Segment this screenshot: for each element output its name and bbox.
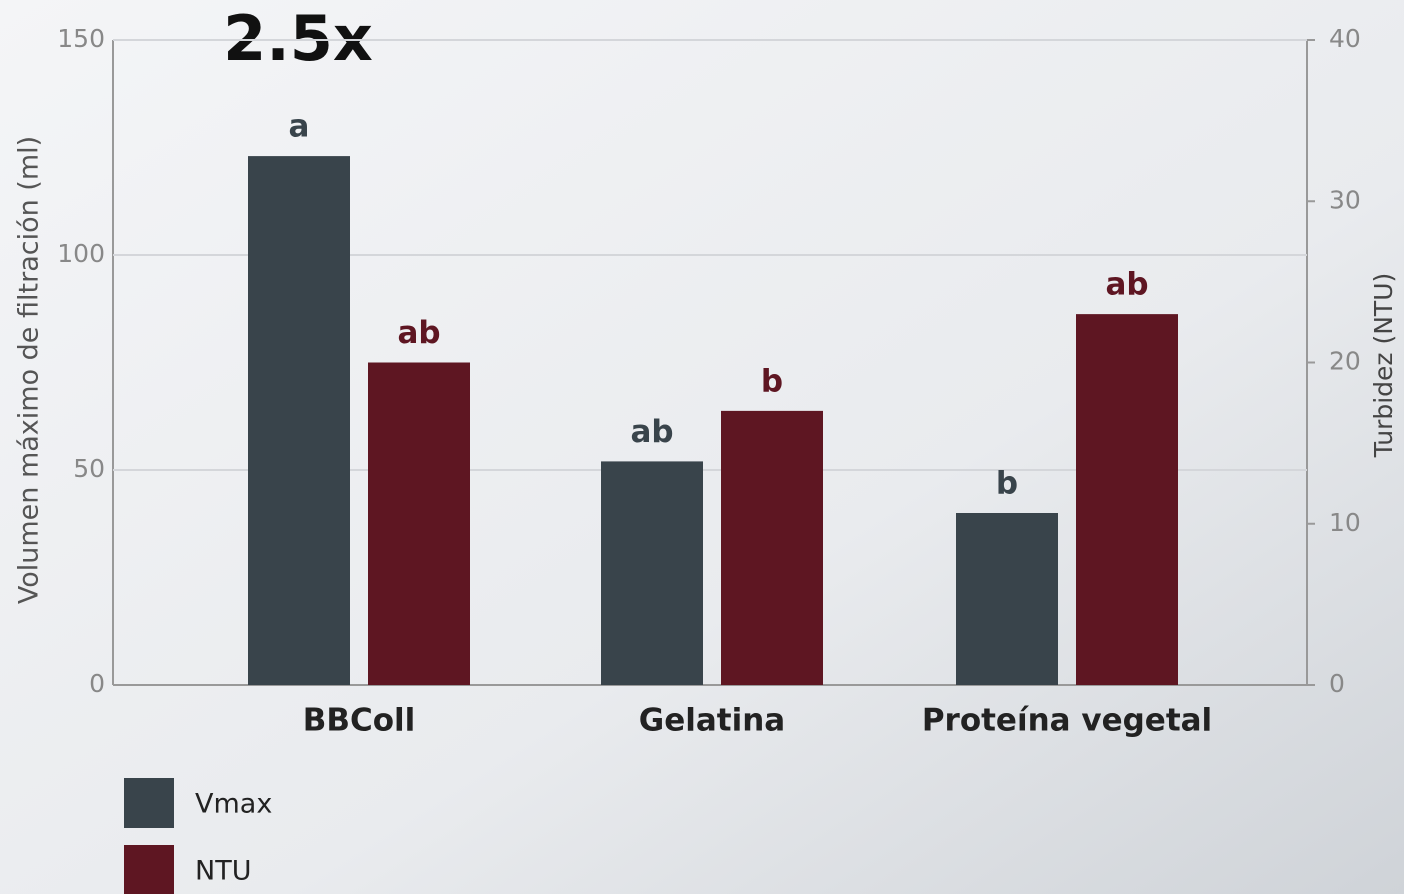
bar [601,461,703,685]
chart: 2.5x Volumen máximo de filtración (ml) T… [0,0,1404,894]
y2-tick-label: 0 [1329,669,1345,698]
y-tick-label: 100 [57,239,105,268]
bar [248,156,350,685]
bar [721,411,823,685]
significance-label: ab [397,315,440,351]
legend-swatch [124,778,174,828]
y-tick-label: 50 [73,454,105,483]
background [0,0,1404,894]
bar [368,363,470,686]
significance-label: b [996,466,1018,502]
y-tick-label: 0 [89,669,105,698]
y2-tick-label: 40 [1329,24,1361,53]
x-tick-label: Proteína vegetal [922,703,1212,739]
legend-swatch [124,845,174,894]
page: 2.5x Volumen máximo de filtración (ml) T… [0,0,1404,894]
y2-axis-label: Turbidez (NTU) [1369,273,1398,459]
y2-tick-label: 30 [1329,185,1361,214]
y2-tick-label: 20 [1329,347,1361,376]
x-tick-label: BBColl [303,703,416,739]
x-tick-label: Gelatina [639,703,785,739]
legend-label: NTU [195,856,251,887]
significance-label: b [761,363,783,399]
legend-label: Vmax [195,789,272,820]
y-axis-label: Volumen máximo de filtración (ml) [14,136,45,604]
y-tick-label: 150 [57,24,105,53]
bar [956,513,1058,685]
y2-tick-label: 10 [1329,508,1361,537]
significance-label: a [289,109,310,145]
annotation: 2.5x [223,2,373,75]
significance-label: ab [1105,267,1148,303]
significance-label: ab [630,414,673,450]
bar [1076,314,1178,685]
